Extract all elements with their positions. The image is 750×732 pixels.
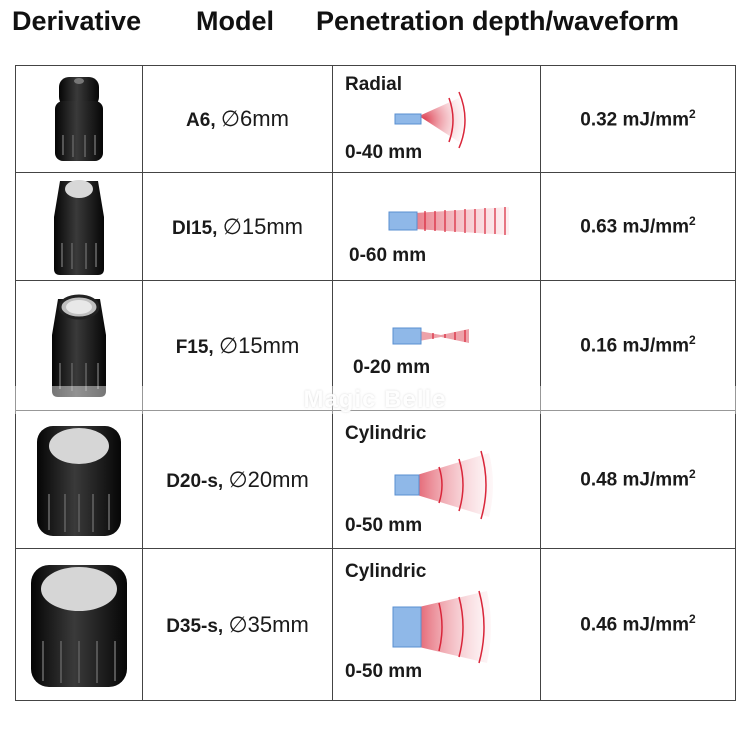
cylindric-wave-icon <box>394 450 493 520</box>
focused-narrow-wave-icon <box>392 327 469 345</box>
applicator-d35s-icon <box>31 564 127 687</box>
energy-cell: 0.16 mJ/mm2 <box>540 280 736 411</box>
derivative-image-cell <box>15 172 143 281</box>
model-name: F15, <box>175 336 219 358</box>
waveform-cell: Cylindric 0-50 mm <box>332 410 541 549</box>
table-row: D35-s, ∅35mm Cylindric 0-50 mm 0.46 mJ/m… <box>15 548 736 701</box>
model-name: A6, <box>186 110 221 131</box>
wave-type-label: Cylindric <box>345 561 427 582</box>
depth-label: 0-20 mm <box>353 357 431 378</box>
derivative-image-cell <box>15 280 143 411</box>
energy-cell: 0.48 mJ/mm2 <box>540 410 736 549</box>
model-diameter: ∅15mm <box>222 213 303 239</box>
energy-value: 0.48 mJ/mm <box>580 469 690 491</box>
model-cell: A6, ∅6mm <box>142 65 333 173</box>
wave-type-label: Cylindric <box>345 423 427 444</box>
cylindric-wave-icon <box>392 590 491 664</box>
energy-value: 0.32 mJ/mm <box>580 109 690 131</box>
energy-exponent: 2 <box>689 106 696 121</box>
wave-type-label: Radial <box>345 74 403 95</box>
energy-cell: 0.46 mJ/mm2 <box>540 548 736 701</box>
energy-value: 0.63 mJ/mm <box>580 216 690 238</box>
derivative-image-cell <box>15 65 143 173</box>
model-cell: DI15, ∅15mm <box>142 172 333 281</box>
applicator-a6-icon <box>55 77 103 161</box>
model-cell: D20-s, ∅20mm <box>142 410 333 549</box>
model-cell: D35-s, ∅35mm <box>142 548 333 701</box>
derivative-image-cell <box>15 410 143 549</box>
depth-label: 0-50 mm <box>345 515 423 536</box>
derivative-image-cell <box>15 548 143 701</box>
energy-exponent: 2 <box>689 333 696 348</box>
applicator-di15-icon <box>54 179 104 275</box>
model-diameter: ∅15mm <box>219 332 300 358</box>
header-model: Model <box>196 6 274 36</box>
header-derivative: Derivative <box>12 6 142 36</box>
derivative-table: A6, ∅6mm Radial 0-40 mm 0.32 mJ/mm2 <box>15 65 736 701</box>
table-row: A6, ∅6mm Radial 0-40 mm 0.32 mJ/mm2 <box>15 65 736 173</box>
energy-exponent: 2 <box>689 467 696 482</box>
energy-value: 0.16 mJ/mm <box>580 335 690 357</box>
model-name: DI15, <box>172 217 223 239</box>
table-row: DI15, ∅15mm 0-60 mm 0.63 mJ/mm2 <box>15 172 736 281</box>
model-diameter: ∅6mm <box>220 106 289 131</box>
energy-cell: 0.63 mJ/mm2 <box>540 172 736 281</box>
applicator-f15-icon <box>52 294 106 397</box>
depth-label: 0-40 mm <box>345 142 423 163</box>
table-row: F15, ∅15mm 0-20 mm 0.16 mJ/mm2 <box>15 280 736 411</box>
model-diameter: ∅35mm <box>228 611 309 637</box>
model-name: D20-s, <box>166 470 229 492</box>
model-diameter: ∅20mm <box>228 466 309 492</box>
depth-label: 0-60 mm <box>349 245 427 266</box>
table-row: D20-s, ∅20mm Cylindric 0-50 mm 0.48 mJ/m… <box>15 410 736 549</box>
focused-wave-icon <box>388 207 509 235</box>
applicator-d20s-icon <box>37 425 121 536</box>
waveform-cell: 0-20 mm <box>332 280 541 411</box>
depth-label: 0-50 mm <box>345 661 423 682</box>
energy-cell: 0.32 mJ/mm2 <box>540 65 736 173</box>
model-name: D35-s, <box>166 615 229 637</box>
model-cell: F15, ∅15mm <box>142 280 333 411</box>
waveform-cell: Radial 0-40 mm <box>332 65 541 173</box>
header-waveform: Penetration depth/waveform <box>316 6 680 36</box>
energy-exponent: 2 <box>689 612 696 627</box>
energy-exponent: 2 <box>689 214 696 229</box>
radial-wave-icon <box>394 91 466 149</box>
energy-value: 0.46 mJ/mm <box>580 614 690 636</box>
waveform-cell: Cylindric 0-50 mm <box>332 548 541 701</box>
waveform-cell: 0-60 mm <box>332 172 541 281</box>
